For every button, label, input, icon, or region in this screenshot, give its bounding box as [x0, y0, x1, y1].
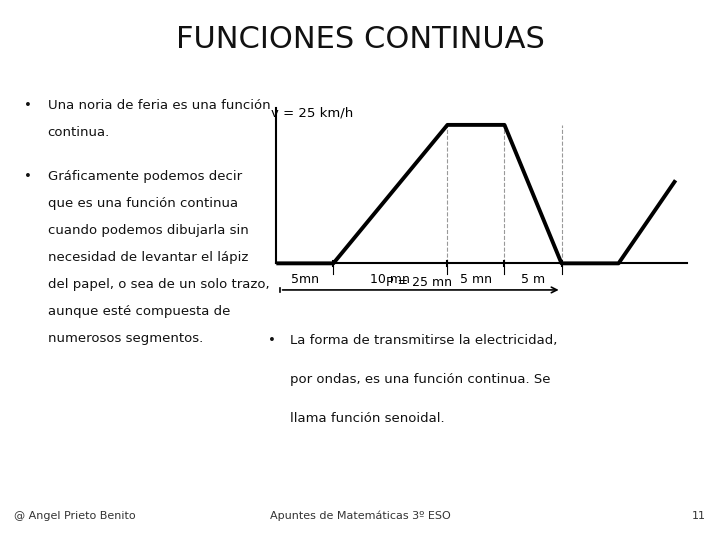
- Text: P = 25 mn: P = 25 mn: [386, 276, 452, 289]
- Text: •: •: [268, 334, 276, 347]
- Text: aunque esté compuesta de: aunque esté compuesta de: [48, 305, 230, 318]
- Text: llama función senoidal.: llama función senoidal.: [290, 412, 444, 425]
- Text: FUNCIONES CONTINUAS: FUNCIONES CONTINUAS: [176, 25, 544, 53]
- Text: •: •: [24, 170, 32, 183]
- Text: Apuntes de Matemáticas 3º ESO: Apuntes de Matemáticas 3º ESO: [269, 510, 451, 521]
- Text: continua.: continua.: [48, 126, 110, 139]
- Text: La forma de transmitirse la electricidad,: La forma de transmitirse la electricidad…: [290, 334, 557, 347]
- Text: necesidad de levantar el lápiz: necesidad de levantar el lápiz: [48, 251, 248, 264]
- Text: 5 mn: 5 mn: [460, 273, 492, 286]
- Text: numerosos segmentos.: numerosos segmentos.: [48, 332, 203, 345]
- Text: @ Angel Prieto Benito: @ Angel Prieto Benito: [14, 511, 136, 521]
- Text: v = 25 km/h: v = 25 km/h: [271, 106, 353, 119]
- Text: Una noria de feria es una función: Una noria de feria es una función: [48, 99, 270, 112]
- Text: del papel, o sea de un solo trazo,: del papel, o sea de un solo trazo,: [48, 278, 269, 291]
- Text: •: •: [24, 99, 32, 112]
- Text: 10 mn: 10 mn: [371, 273, 410, 286]
- Text: 5 m: 5 m: [521, 273, 545, 286]
- Text: 5mn: 5mn: [291, 273, 319, 286]
- Text: Gráficamente podemos decir: Gráficamente podemos decir: [48, 170, 242, 183]
- Text: cuando podemos dibujarla sin: cuando podemos dibujarla sin: [48, 224, 248, 237]
- Text: 11: 11: [692, 511, 706, 521]
- Text: por ondas, es una función continua. Se: por ondas, es una función continua. Se: [290, 373, 551, 386]
- Text: que es una función continua: que es una función continua: [48, 197, 238, 210]
